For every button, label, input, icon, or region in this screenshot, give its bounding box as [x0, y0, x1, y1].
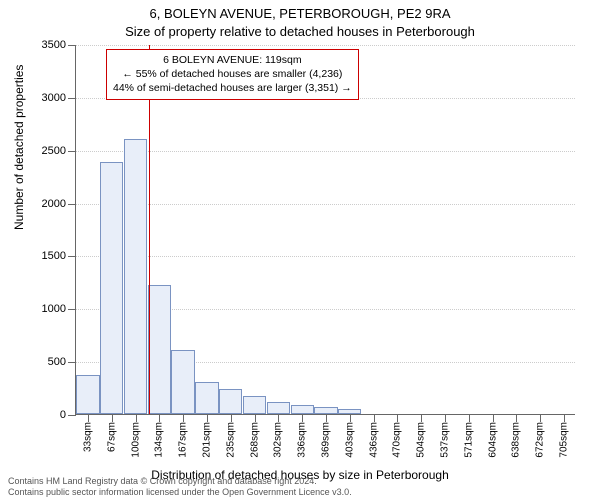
y-tick	[68, 256, 76, 257]
page-title: 6, BOLEYN AVENUE, PETERBOROUGH, PE2 9RA	[0, 6, 600, 21]
footer-line-2: Contains public sector information licen…	[8, 487, 352, 498]
annotation-line-3: 44% of semi-detached houses are larger (…	[113, 81, 352, 95]
histogram-bar	[243, 396, 266, 414]
x-tick	[540, 414, 541, 422]
x-tick	[516, 414, 517, 422]
x-tick-label: 100sqm	[130, 422, 141, 458]
y-tick-label: 2000	[42, 198, 66, 210]
histogram-bar	[100, 162, 123, 414]
x-tick-label: 638sqm	[511, 422, 522, 458]
x-tick	[255, 414, 256, 422]
y-tick-label: 3000	[42, 92, 66, 104]
x-tick	[469, 414, 470, 422]
histogram-bar	[195, 382, 218, 414]
footer: Contains HM Land Registry data © Crown c…	[8, 476, 352, 498]
y-tick	[68, 309, 76, 310]
histogram-bar	[76, 375, 99, 414]
annotation-line-2: ← 55% of detached houses are smaller (4,…	[113, 67, 352, 81]
x-tick	[207, 414, 208, 422]
x-tick	[136, 414, 137, 422]
histogram-bar	[267, 402, 290, 414]
gridline	[76, 204, 575, 205]
x-tick-label: 167sqm	[178, 422, 189, 458]
y-tick	[68, 204, 76, 205]
x-tick	[112, 414, 113, 422]
x-tick	[183, 414, 184, 422]
y-tick-label: 500	[48, 356, 66, 368]
x-tick-label: 336sqm	[297, 422, 308, 458]
x-tick	[231, 414, 232, 422]
annotation-line-1: 6 BOLEYN AVENUE: 119sqm	[113, 53, 352, 67]
histogram-bar	[148, 285, 171, 414]
x-tick	[493, 414, 494, 422]
histogram-bar	[171, 350, 194, 414]
x-tick-label: 705sqm	[559, 422, 570, 458]
x-tick	[421, 414, 422, 422]
gridline	[76, 256, 575, 257]
x-tick-label: 604sqm	[487, 422, 498, 458]
histogram-bar	[124, 139, 147, 414]
x-tick	[159, 414, 160, 422]
y-tick	[68, 151, 76, 152]
x-tick-label: 67sqm	[106, 422, 117, 452]
footer-line-1: Contains HM Land Registry data © Crown c…	[8, 476, 352, 487]
x-tick-label: 33sqm	[82, 422, 93, 452]
annotation-box: 6 BOLEYN AVENUE: 119sqm ← 55% of detache…	[106, 49, 359, 100]
y-axis-label: Number of detached properties	[12, 65, 26, 230]
y-tick-label: 1000	[42, 303, 66, 315]
histogram-bar	[291, 405, 314, 415]
y-tick	[68, 98, 76, 99]
x-tick-label: 436sqm	[368, 422, 379, 458]
x-tick-label: 235sqm	[225, 422, 236, 458]
x-tick	[564, 414, 565, 422]
gridline	[76, 151, 575, 152]
x-tick-label: 672sqm	[535, 422, 546, 458]
y-tick	[68, 415, 76, 416]
x-tick	[278, 414, 279, 422]
y-tick-label: 3500	[42, 39, 66, 51]
x-tick-label: 268sqm	[249, 422, 260, 458]
histogram-bar	[219, 389, 242, 414]
marker-line	[149, 45, 150, 414]
x-tick	[374, 414, 375, 422]
x-tick-label: 403sqm	[344, 422, 355, 458]
page-subtitle: Size of property relative to detached ho…	[0, 24, 600, 39]
y-tick-label: 1500	[42, 250, 66, 262]
y-tick-label: 2500	[42, 145, 66, 157]
x-tick	[350, 414, 351, 422]
y-tick-label: 0	[60, 409, 66, 421]
y-tick	[68, 45, 76, 46]
x-tick	[88, 414, 89, 422]
x-tick-label: 134sqm	[154, 422, 165, 458]
page: 6, BOLEYN AVENUE, PETERBOROUGH, PE2 9RA …	[0, 0, 600, 500]
plot-area: 050010001500200025003000350033sqm67sqm10…	[75, 45, 575, 415]
x-tick-label: 369sqm	[321, 422, 332, 458]
x-tick-label: 537sqm	[440, 422, 451, 458]
x-tick-label: 302sqm	[273, 422, 284, 458]
histogram-bar	[314, 407, 337, 414]
x-tick-label: 470sqm	[392, 422, 403, 458]
y-tick	[68, 362, 76, 363]
x-tick	[326, 414, 327, 422]
x-tick	[397, 414, 398, 422]
x-tick	[302, 414, 303, 422]
x-tick-label: 571sqm	[463, 422, 474, 458]
x-tick-label: 504sqm	[416, 422, 427, 458]
x-tick-label: 201sqm	[201, 422, 212, 458]
gridline	[76, 45, 575, 46]
x-tick	[445, 414, 446, 422]
